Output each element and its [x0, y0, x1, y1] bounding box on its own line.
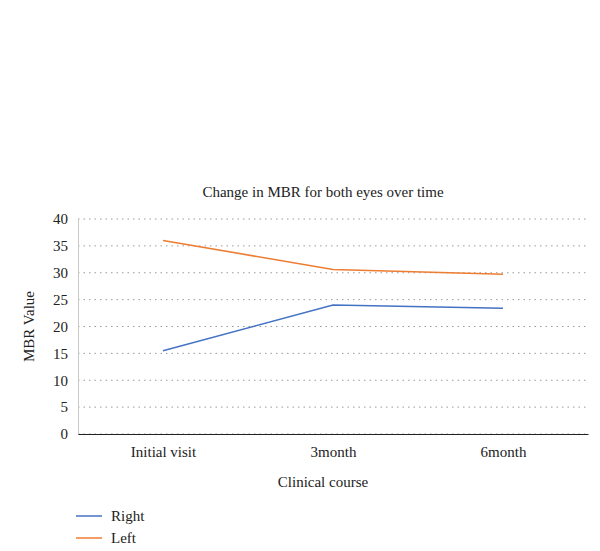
- legend-swatch: [76, 537, 102, 539]
- x-axis-title: Clinical course: [278, 474, 369, 490]
- series-line: [163, 305, 503, 351]
- y-axis-title: MBR Value: [21, 291, 37, 362]
- grid: [78, 219, 588, 434]
- chart: Change in MBR for both eyes over time 0 5 1…: [0, 0, 600, 551]
- grid-line: [78, 380, 588, 381]
- grid-line: [78, 326, 588, 327]
- grid-line: [78, 219, 588, 220]
- grid-line: [78, 434, 588, 435]
- x-tick: Initial visit: [131, 434, 197, 460]
- y-tick-label: 25: [53, 292, 68, 308]
- y-tick-label: 10: [53, 373, 68, 389]
- legend: Right Left: [76, 508, 145, 546]
- y-tick-label: 30: [53, 265, 68, 281]
- legend-swatch: [76, 515, 102, 517]
- chart-title: Change in MBR for both eyes over time: [202, 184, 444, 200]
- y-tick-label: 5: [61, 399, 69, 415]
- grid-line: [78, 299, 588, 300]
- y-tick-label: 40: [53, 211, 68, 227]
- grid-line: [78, 407, 588, 408]
- y-tick: 40: [53, 211, 78, 227]
- x-tick-label: Initial visit: [131, 444, 197, 460]
- y-tick-label: 0: [61, 426, 69, 442]
- lines: [163, 241, 503, 351]
- y-tick: 35: [53, 238, 78, 254]
- grid-line: [78, 245, 588, 246]
- x-axis: Initial visit 3month 6month: [79, 434, 589, 460]
- y-axis: 0 5 10 15 20 25 30 35 40: [53, 211, 79, 442]
- y-tick-label: 15: [53, 346, 68, 362]
- y-tick-label: 20: [53, 319, 68, 335]
- legend-label: Left: [111, 530, 137, 546]
- y-tick: 25: [53, 292, 78, 308]
- y-tick: 15: [53, 346, 78, 362]
- series-line: [163, 241, 503, 275]
- y-tick: 10: [53, 373, 78, 389]
- y-tick: 30: [53, 265, 78, 281]
- y-tick: 5: [61, 399, 79, 415]
- x-axis-line: [79, 434, 589, 435]
- x-tick-label: 6month: [481, 444, 527, 460]
- grid-line: [78, 272, 588, 273]
- legend-label: Right: [111, 508, 145, 524]
- y-axis-line: [78, 220, 79, 435]
- x-tick-label: 3month: [311, 444, 357, 460]
- grid-line: [78, 353, 588, 354]
- x-tick: 6month: [481, 434, 527, 460]
- y-tick: 20: [53, 319, 78, 335]
- y-tick-label: 35: [53, 238, 68, 254]
- y-tick: 0: [61, 426, 79, 442]
- x-tick: 3month: [311, 434, 357, 460]
